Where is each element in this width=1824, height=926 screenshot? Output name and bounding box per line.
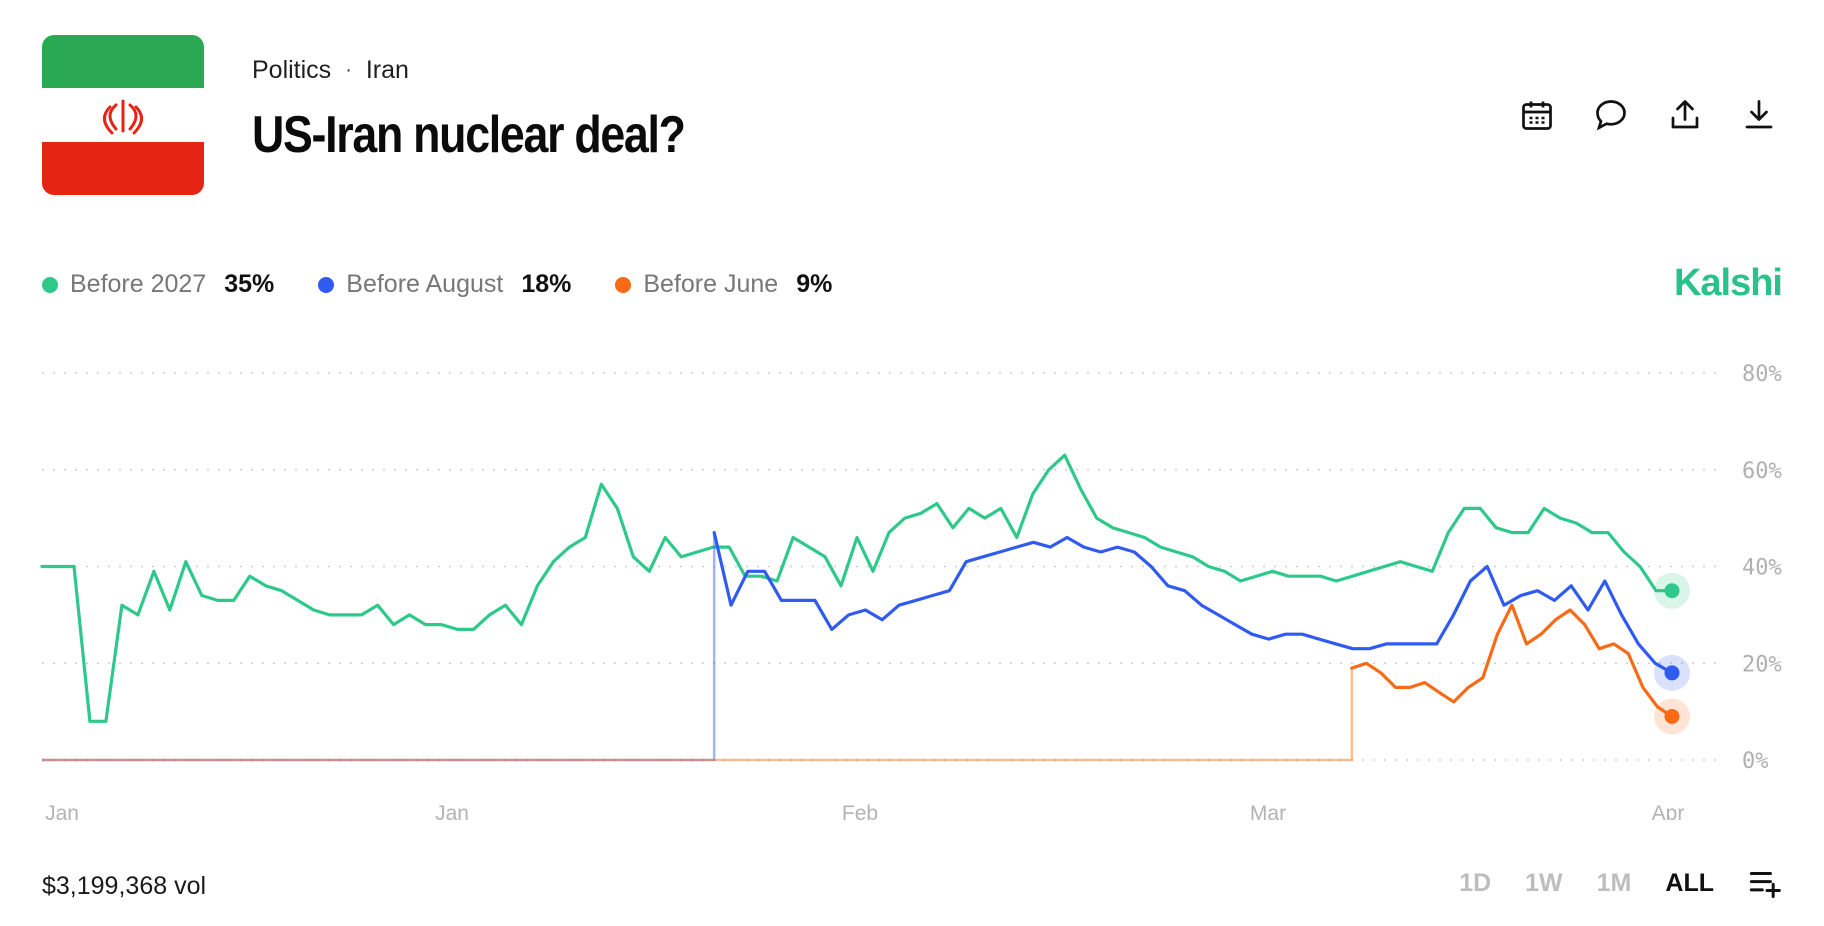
download-icon (1745, 100, 1773, 129)
x-tick-label: Feb (842, 802, 878, 820)
series-line (1350, 603, 1674, 719)
y-tick-label: 80% (1742, 362, 1782, 387)
legend-label: Before 2027 (70, 270, 207, 298)
x-tick-label: Jan (435, 802, 469, 820)
series-endpoint-marker[interactable] (1664, 665, 1680, 681)
series-baseline-line (42, 668, 1354, 762)
y-tick-label: 20% (1742, 652, 1782, 677)
calendar-button[interactable] (1514, 92, 1560, 138)
range-1d-button[interactable]: 1D (1459, 868, 1492, 897)
range-1w-button[interactable]: 1W (1525, 868, 1563, 897)
download-button[interactable] (1736, 92, 1782, 138)
calendar-icon (1522, 101, 1552, 130)
range-1m-button[interactable]: 1M (1596, 868, 1632, 897)
series-line (712, 531, 1674, 675)
breadcrumb: Politics · Iran (252, 56, 409, 85)
breadcrumb-category-link[interactable]: Politics (252, 56, 332, 84)
volume-label: $3,199,368 vol (42, 872, 207, 900)
series-endpoint-marker[interactable] (1664, 708, 1680, 724)
breadcrumb-separator: · (345, 59, 352, 81)
legend-item-before-2027[interactable]: Before 2027 35% (42, 270, 274, 299)
range-all-button[interactable]: ALL (1665, 868, 1714, 897)
page-title: US-Iran nuclear deal? (252, 106, 686, 164)
chart-legend: Before 2027 35% Before August 18% Before… (42, 270, 832, 299)
legend-value: 18% (521, 270, 572, 298)
y-tick-label: 40% (1742, 556, 1782, 581)
x-tick-label: Jan (45, 802, 79, 820)
legend-label: Before June (643, 270, 779, 298)
time-range-selector: 1D 1W 1M ALL (1459, 868, 1782, 898)
x-tick-label: Apr (1652, 802, 1685, 820)
breadcrumb-subcategory-link[interactable]: Iran (365, 56, 409, 84)
add-to-list-icon[interactable] (1748, 868, 1782, 898)
comment-button[interactable] (1588, 92, 1634, 138)
market-flag-image (42, 35, 204, 195)
price-history-chart[interactable]: 80% 60% 40% 20% 0% Jan Jan Feb Mar Apr (0, 340, 1824, 820)
y-tick-label: 60% (1742, 459, 1782, 484)
y-tick-label: 0% (1742, 749, 1769, 774)
series-endpoint-marker[interactable] (1664, 583, 1680, 599)
legend-label: Before August (346, 270, 504, 298)
legend-value: 9% (796, 270, 833, 298)
x-tick-label: Mar (1250, 802, 1286, 820)
legend-dot (615, 276, 632, 293)
series-line (40, 453, 1674, 723)
legend-item-before-august[interactable]: Before August 18% (318, 270, 571, 299)
comment-icon (1596, 100, 1626, 131)
share-icon (1671, 100, 1699, 129)
series-baseline-line (42, 532, 716, 762)
legend-dot (42, 276, 58, 293)
legend-item-before-june[interactable]: Before June 9% (615, 270, 832, 299)
brand-logo[interactable]: Kalshi (1673, 262, 1783, 304)
legend-value: 35% (224, 270, 275, 298)
share-button[interactable] (1662, 92, 1708, 138)
legend-dot (318, 276, 335, 293)
header-toolbar (1514, 92, 1782, 138)
